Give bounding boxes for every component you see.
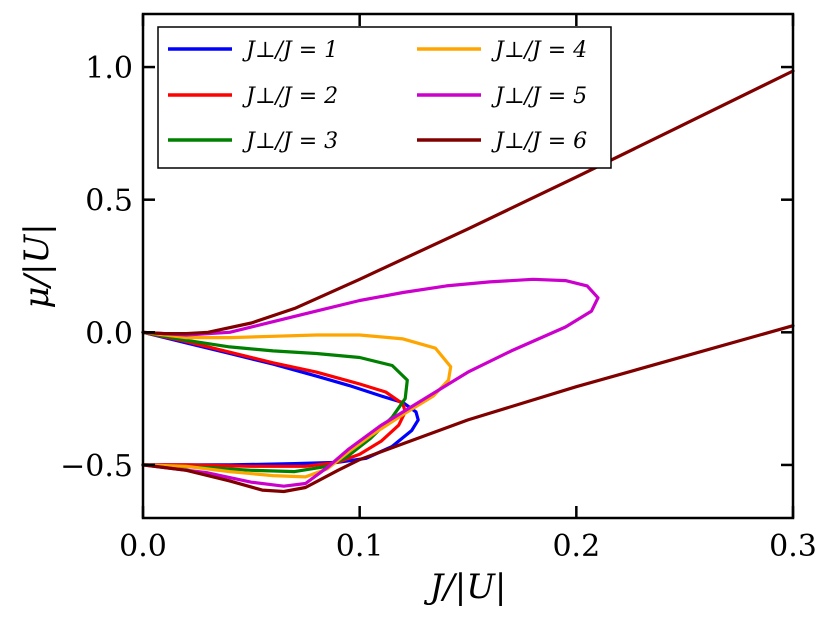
legend: J⊥/J = 1 J⊥/J = 2 J⊥/J = 3 J⊥/J = 4 J⊥/J = 5… [157,26,612,169]
series-line-6 [141,69,795,336]
series-line-7 [141,324,795,494]
y-tick-label: 1.0 [85,51,133,86]
legend-label-3: J⊥/J = 3 [242,129,338,154]
y-axis-label: μ/|U| [17,223,57,308]
x-tick-label: 0.3 [769,529,817,564]
ticks-group: 0.0 0.1 0.2 0.3 −0.5 0.0 0.5 1.0 [60,14,817,564]
legend-label-6: J⊥/J = 6 [491,129,587,154]
x-tick-label: 0.2 [552,529,600,564]
y-tick-label: 0.0 [85,316,133,351]
curves-group [141,69,795,494]
x-tick-label: 0.0 [119,529,167,564]
legend-box [157,26,612,169]
y-tick-label: 0.5 [85,184,133,219]
series-line-5 [141,277,600,488]
legend-label-2: J⊥/J = 2 [242,84,338,109]
series-line-3 [141,330,409,474]
legend-label-5: J⊥/J = 5 [491,84,587,109]
legend-label-4: J⊥/J = 4 [491,38,587,63]
x-axis-label: J/|U| [424,567,507,607]
legend-label-1: J⊥/J = 1 [242,38,338,63]
x-tick-label: 0.1 [336,529,384,564]
y-tick-label: −0.5 [60,449,133,484]
plot-frame [141,12,795,520]
